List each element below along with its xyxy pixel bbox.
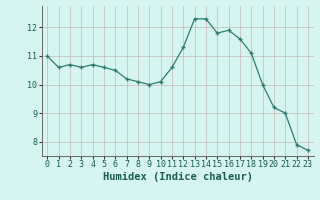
X-axis label: Humidex (Indice chaleur): Humidex (Indice chaleur)	[103, 172, 252, 182]
